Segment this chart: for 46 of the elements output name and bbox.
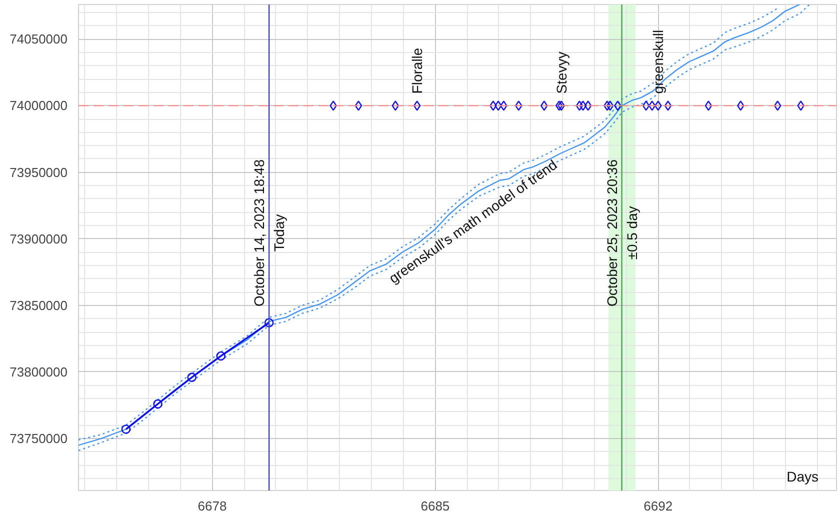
ref-line-label: October 25, 2023 20:36 ±0.5 day [604,159,640,306]
point [121,424,131,434]
point [187,372,197,382]
point [490,100,497,111]
y-tick-label: 73750000 [10,431,68,446]
y-tick-label: 73950000 [10,164,68,180]
point [614,100,622,111]
point [704,100,712,111]
point [648,100,656,111]
point [500,100,508,111]
x-tick-label: 6678 [198,498,227,514]
y-tick-label: 73900000 [10,231,68,246]
y-tick-label: 74000000 [10,98,68,114]
x-tick-label: 6692 [644,498,673,514]
annotation: Stevyy [553,52,570,94]
point [774,100,782,111]
point [606,100,614,111]
point [664,100,672,111]
point [264,318,274,328]
point [494,100,502,111]
point [558,100,565,111]
point [579,100,587,111]
point [540,100,548,111]
point [555,100,563,111]
y-tick-label: 73800000 [10,364,68,380]
point [153,399,162,409]
annotation: greenskull [650,30,666,94]
annotation: Floralle [409,48,426,94]
point [330,100,337,111]
point [354,100,362,111]
point [216,351,226,361]
point [392,100,400,111]
ref-line-label: October 14, 2023 18:48 Today [251,159,288,306]
point [584,100,592,111]
point [736,100,744,111]
y-tick-label: 73850000 [10,298,68,313]
x-axis-title: Days [786,468,819,484]
point [413,100,421,111]
y-tick-label: 74050000 [10,32,68,47]
point [654,100,662,111]
x-tick-label: 6685 [420,498,450,514]
point [515,100,522,111]
point [576,100,584,111]
point [797,100,804,111]
point [604,100,611,111]
point [642,100,650,111]
